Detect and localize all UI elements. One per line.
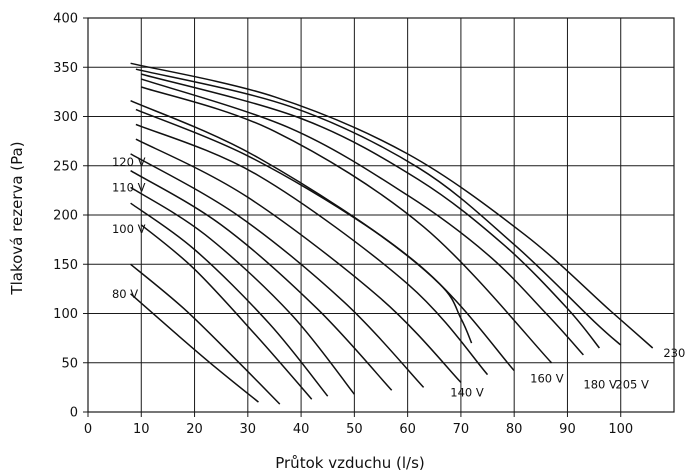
curve-label: 120 V — [112, 155, 146, 169]
curve-line — [130, 62, 654, 349]
curve-line — [135, 68, 622, 346]
curve-label: 180 V — [583, 377, 617, 391]
y-tick-label: 250 — [53, 159, 78, 174]
x-axis-label: Průtok vzduchu (l/s) — [275, 454, 425, 472]
curve-line — [135, 108, 473, 344]
curve-label: 140 V — [450, 385, 484, 399]
x-tick-label: 10 — [133, 422, 150, 437]
y-tick-label: 200 — [53, 209, 78, 224]
y-tick-label: 100 — [53, 307, 78, 322]
y-tick-label: 150 — [53, 258, 78, 273]
curve-label: 160 V — [530, 372, 564, 386]
curve-line — [140, 224, 313, 400]
curve-line — [135, 138, 462, 383]
y-tick-label: 0 — [70, 406, 78, 421]
curve-line — [130, 100, 515, 372]
curve-line — [141, 86, 553, 364]
curve-label: 100 V — [112, 222, 146, 236]
x-tick-label: 60 — [399, 422, 416, 437]
curve-label: 80 V — [112, 287, 138, 301]
curve-line — [130, 293, 259, 403]
curve-line — [141, 78, 584, 356]
curve-line — [130, 170, 393, 391]
y-tick-label: 300 — [53, 110, 78, 125]
y-tick-label: 400 — [53, 12, 78, 27]
x-tick-label: 70 — [453, 422, 470, 437]
grid — [83, 17, 674, 417]
curves — [130, 62, 654, 405]
x-tick-label: 100 — [608, 422, 633, 437]
curve-line — [141, 73, 600, 349]
x-tick-label: 30 — [240, 422, 257, 437]
x-tick-label: 0 — [84, 422, 92, 437]
curve-line — [130, 186, 355, 395]
curve-line — [130, 153, 425, 388]
curve-line — [130, 263, 281, 405]
plot-frame — [87, 17, 675, 413]
curve-line — [135, 123, 489, 376]
x-tick-label: 50 — [346, 422, 363, 437]
x-tick-label: 40 — [293, 422, 310, 437]
x-tick-label: 90 — [559, 422, 576, 437]
curve-label: 230 V — [663, 346, 686, 360]
tick-labels: 0 10 20 30 40 50 60 70 80 90 100 0 50 100 150 200 250 300… — [53, 12, 633, 438]
x-tick-label: 80 — [506, 422, 523, 437]
curve-label: 205 V — [615, 377, 649, 391]
y-tick-label: 350 — [53, 61, 78, 76]
curve-line — [130, 202, 329, 397]
curve-label: 110 V — [112, 180, 146, 194]
y-axis-label: Tlaková rezerva (Pa) — [8, 141, 26, 295]
x-tick-label: 20 — [186, 422, 203, 437]
y-tick-label: 50 — [61, 356, 78, 371]
